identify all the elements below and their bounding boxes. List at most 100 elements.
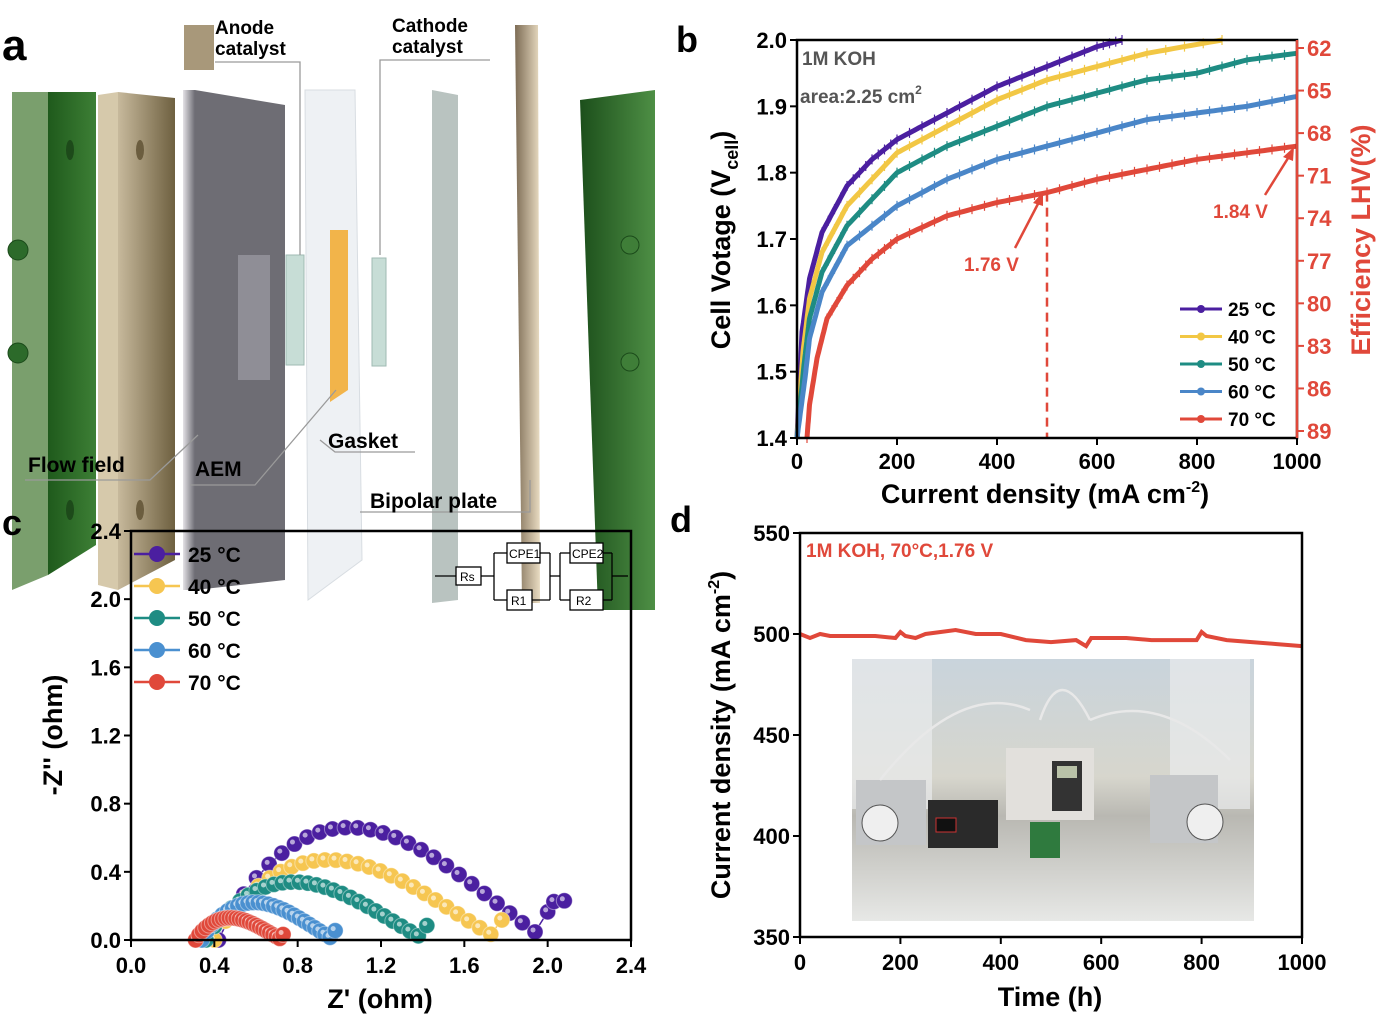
d-x-tick-label: 400 — [982, 950, 1019, 975]
c-data-point-highlight — [403, 838, 409, 844]
panel-d: d 0 200 400 600 800 1000 350 400 450 500 550 1M K… — [670, 499, 1326, 1012]
b-annotation-1-84v: 1.84 V — [1213, 202, 1268, 223]
panel-a: a — [2, 16, 655, 610]
c-data-point-highlight — [298, 858, 304, 864]
d-x-ticks: 0 200 400 600 800 1000 — [794, 937, 1327, 975]
d-x-tick-label: 800 — [1183, 950, 1220, 975]
c-data-point-highlight — [320, 882, 326, 888]
b-legend-label: 40 °C — [1228, 328, 1276, 349]
c-data-point-highlight — [315, 827, 321, 833]
b-legend-marker — [1197, 332, 1205, 341]
c-data-point-highlight — [405, 926, 411, 932]
c-series-60c — [193, 894, 344, 949]
b-legend-marker — [1197, 305, 1205, 313]
c-data-point-highlight — [413, 931, 419, 937]
c-data-point-highlight — [475, 923, 481, 929]
c-data-point-highlight — [365, 825, 371, 831]
c-x-tick-label: 2.0 — [532, 953, 563, 978]
d-annotation: 1M KOH, 70°C,1.76 V — [806, 541, 993, 562]
c-data-point-highlight — [397, 876, 403, 882]
b-annotation-electrolyte: 1M KOH — [802, 49, 876, 70]
b-y2-axis-label: Efficiency LHV(%) — [1346, 124, 1376, 355]
c-data-point-highlight — [337, 889, 343, 895]
c-data-point-highlight — [264, 859, 270, 865]
c-data-point-highlight — [419, 888, 425, 894]
c-data-point-highlight — [371, 906, 377, 912]
c-data-point — [513, 914, 531, 932]
c-data-point-highlight — [543, 907, 549, 913]
c-data-point-highlight — [320, 855, 326, 861]
c-data-point-highlight — [309, 856, 315, 862]
right-endplate — [580, 90, 655, 610]
b-x-tick-label: 200 — [879, 449, 916, 474]
c-legend-marker — [149, 578, 165, 594]
b-y2-tick-label: 89 — [1307, 419, 1331, 444]
c-data-point-highlight — [388, 916, 394, 922]
b-y2-tick-label: 86 — [1307, 376, 1331, 401]
c-data-point-highlight — [486, 929, 492, 935]
c-data-point-highlight — [269, 879, 275, 885]
c-data-point-highlight — [252, 886, 258, 892]
bipolar-plate — [515, 25, 540, 603]
c-y-tick-label: 1.2 — [90, 724, 121, 749]
c-data-point — [463, 875, 481, 893]
b-x-tick-label: 400 — [979, 449, 1016, 474]
c-y-tick-label: 0.8 — [90, 792, 121, 817]
d-y-tick-label: 550 — [753, 521, 790, 546]
c-data-point — [425, 848, 443, 866]
c-data-point-highlight — [289, 839, 295, 845]
label-flow-field: Flow field — [28, 454, 125, 477]
b-legend-marker — [1197, 360, 1205, 368]
c-data-point-highlight — [375, 866, 381, 872]
c-data-point-highlight — [467, 879, 473, 885]
c-data-point-highlight — [243, 890, 249, 896]
c-data-point-highlight — [251, 873, 257, 879]
c-data-point-highlight — [442, 902, 448, 908]
circuit-cpe1: CPE1 — [509, 547, 541, 561]
c-legend-label: 70 °C — [188, 672, 241, 695]
c-data-point — [412, 841, 430, 859]
c-data-point-highlight — [327, 824, 333, 830]
b-x-tick-label: 1000 — [1273, 449, 1322, 474]
c-legend-marker — [149, 674, 165, 690]
c-series-25c — [210, 819, 573, 949]
d-x-tick-label: 1000 — [1278, 950, 1327, 975]
d-x-tick-label: 200 — [882, 950, 919, 975]
c-y-tick-label: 0.4 — [90, 860, 121, 885]
b-y2-ticks: 89 86 83 80 77 74 71 68 65 62 — [1297, 36, 1332, 444]
b-y-ticks: 1.4 1.5 1.6 1.7 1.8 1.9 2.0 — [756, 28, 797, 451]
c-data-point-highlight — [286, 877, 292, 883]
c-data-point-highlight — [277, 878, 283, 884]
b-arrow-1-84 — [1263, 147, 1294, 196]
circuit-r1: R1 — [511, 594, 527, 608]
panel-b: b 0 200 400 600 800 1000 1.4 1.5 1.6 1.7 1.8 1.9 2.… — [676, 19, 1376, 509]
b-y2-tick-label: 74 — [1307, 206, 1332, 231]
d-x-tick-label: 0 — [794, 950, 806, 975]
c-data-point — [493, 911, 511, 929]
b-y-tick-label: 1.9 — [756, 94, 787, 119]
b-y2-tick-label: 83 — [1307, 334, 1331, 359]
d-x-axis-label: Time (h) — [998, 982, 1103, 1012]
label-bipolar-plate: Bipolar plate — [370, 490, 497, 513]
c-data-point-highlight — [430, 895, 436, 901]
b-x-tick-label: 0 — [791, 449, 803, 474]
c-legend-marker — [149, 610, 165, 626]
c-legend-label: 60 °C — [188, 640, 241, 663]
d-y-tick-label: 400 — [753, 824, 790, 849]
c-data-point-highlight — [311, 880, 317, 886]
b-legend-label: 25 °C — [1228, 300, 1276, 321]
b-y2-tick-label: 68 — [1307, 121, 1331, 146]
inset-photo — [852, 659, 1254, 921]
c-legend-marker — [149, 642, 165, 658]
b-legend-label: 50 °C — [1228, 355, 1276, 376]
c-data-point-highlight — [354, 897, 360, 903]
anode-catalyst — [285, 254, 305, 366]
b-x-ticks: 0 200 400 600 800 1000 — [791, 438, 1322, 474]
cathode-side-plate — [432, 90, 458, 603]
c-series-70c — [187, 909, 292, 949]
b-y2-tick-label: 80 — [1307, 291, 1331, 316]
flow-field-plate — [98, 92, 175, 590]
c-x-ticks: 0.0 0.4 0.8 1.2 1.6 2.0 2.4 — [116, 940, 647, 978]
c-x-tick-label: 0.4 — [199, 953, 230, 978]
b-annotation-area: area:2.25 cm2 — [800, 83, 922, 108]
